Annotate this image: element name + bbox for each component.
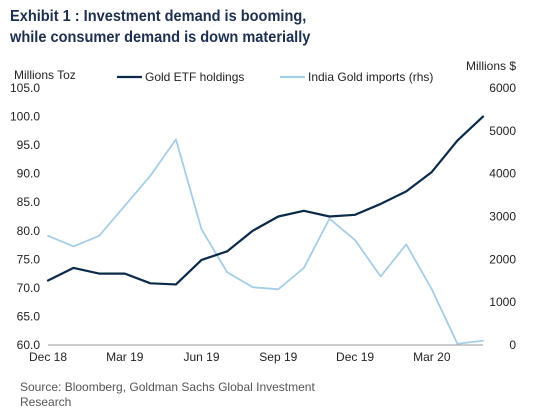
left-y-tick-label: 105.0 — [10, 81, 40, 95]
title-line-2: while consumer demand is down materially — [10, 29, 311, 46]
left-y-tick-label: 90.0 — [17, 167, 41, 181]
legend-label-india-imports: India Gold imports (rhs) — [308, 70, 433, 84]
title-line-1: Exhibit 1 : Investment demand is booming… — [10, 8, 307, 25]
right-y-tick-label: 5000 — [489, 124, 516, 138]
left-y-tick-label: 75.0 — [17, 252, 41, 266]
right-y-tick-label: 2000 — [489, 252, 516, 266]
series-line-india-gold-imports — [47, 138, 484, 345]
left-y-tick-label: 60.0 — [17, 338, 41, 352]
right-y-tick-label: 6000 — [489, 81, 516, 95]
series-line-gold-etf-holdings — [46, 115, 485, 286]
right-y-tick-label: 4000 — [489, 167, 516, 181]
x-tick-label: Dec 19 — [336, 350, 374, 364]
legend-label-gold-etf: Gold ETF holdings — [145, 70, 244, 84]
right-y-tick-label: 3000 — [489, 210, 516, 224]
right-axis-label: Millions $ — [466, 59, 516, 73]
right-y-axis: 6000 5000 4000 3000 2000 1000 0 — [489, 81, 516, 352]
left-y-tick-label: 70.0 — [17, 281, 41, 295]
left-y-tick-label: 100.0 — [10, 110, 40, 124]
left-y-tick-label: 80.0 — [17, 224, 41, 238]
series-layer — [46, 115, 485, 345]
left-y-tick-label: 95.0 — [17, 138, 41, 152]
x-tick-label: Mar 19 — [106, 350, 144, 364]
left-y-axis: 105.0 100.0 95.0 90.0 85.0 80.0 75.0 70.0 65.0 60… — [10, 81, 40, 352]
left-y-tick-label: 85.0 — [17, 195, 41, 209]
legend: Gold ETF holdings India Gold imports (rh… — [117, 70, 433, 84]
right-y-tick-label: 0 — [509, 338, 516, 352]
x-tick-label: Jun 19 — [184, 350, 220, 364]
x-tick-label: Mar 20 — [413, 350, 451, 364]
x-tick-label: Dec 18 — [29, 350, 67, 364]
x-tick-label: Sep 19 — [259, 350, 297, 364]
source-note: Source: Bloomberg, Goldman Sachs Global … — [20, 380, 315, 409]
left-axis-label: Millions Toz — [14, 68, 76, 82]
left-y-tick-label: 65.0 — [17, 309, 41, 323]
chart-title: Exhibit 1 : Investment demand is booming… — [10, 6, 310, 48]
x-axis: Dec 18 Mar 19 Jun 19 Sep 19 Dec 19 Mar 20 — [29, 344, 483, 364]
right-y-tick-label: 1000 — [489, 295, 516, 309]
